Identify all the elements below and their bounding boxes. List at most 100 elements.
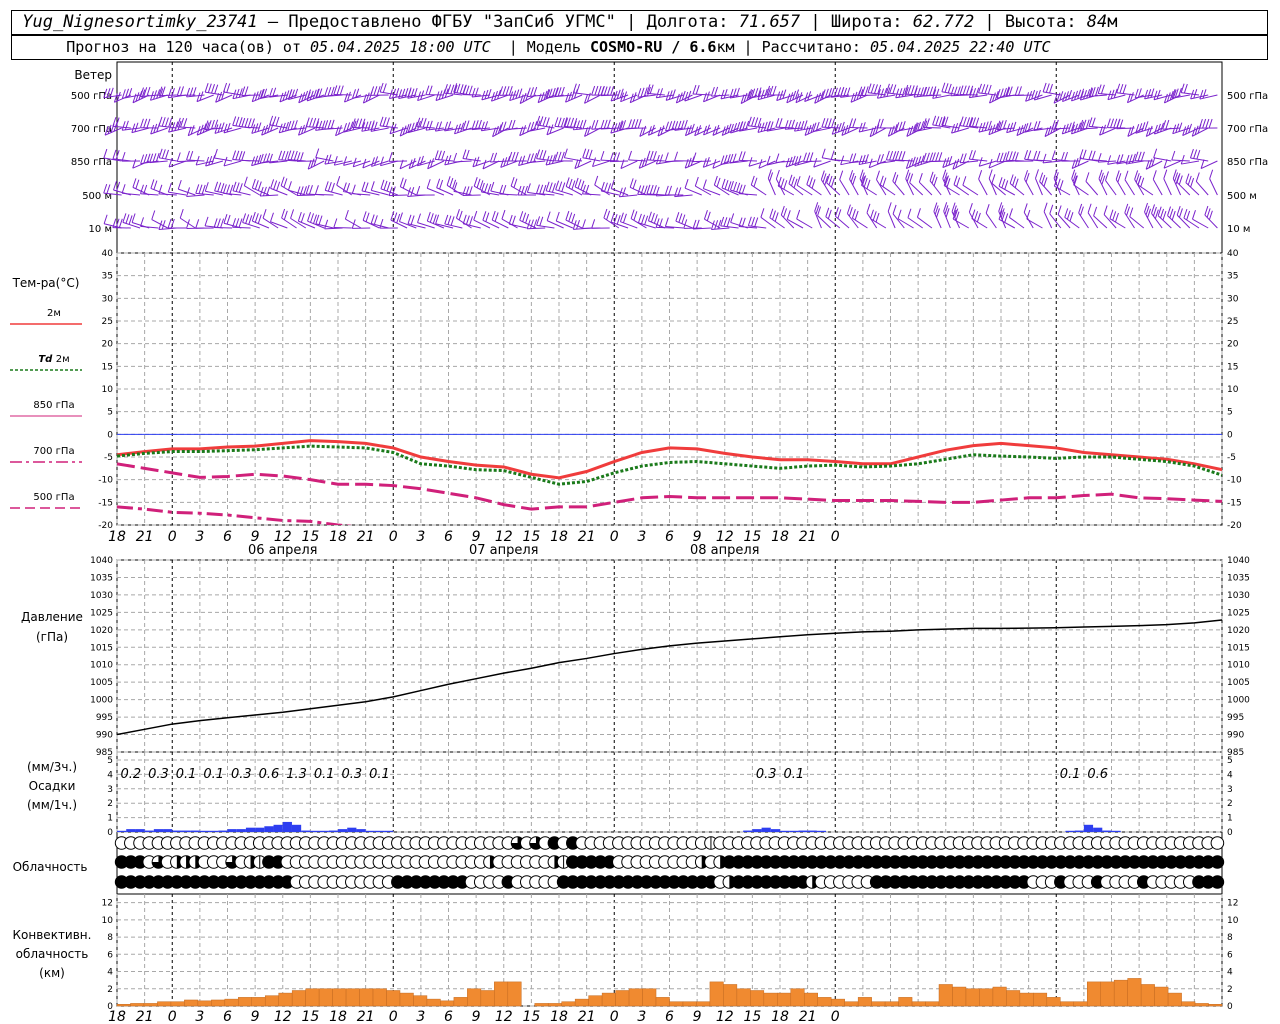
wind-barb xyxy=(435,94,454,101)
wind-barb-feather xyxy=(161,220,166,230)
wind-barb-feather xyxy=(290,150,295,160)
wind-barb-feather xyxy=(649,150,654,161)
precip-3h-sum: 0.1 xyxy=(203,767,224,782)
wind-barb-feather xyxy=(766,87,771,98)
wind-barb-feather xyxy=(167,182,172,193)
wind-barb-feather xyxy=(502,86,507,96)
wind-barb-feather xyxy=(107,124,112,135)
precip-bar xyxy=(144,830,154,832)
wind-barb-feather xyxy=(522,125,527,135)
wind-barb-feather xyxy=(597,85,602,96)
wind-barb-feather xyxy=(660,125,665,135)
wind-barb-feather xyxy=(1004,213,1009,223)
conv-bar xyxy=(736,988,751,1007)
header-sep: | xyxy=(734,38,762,56)
conv-bar xyxy=(116,1004,131,1007)
wind-barb xyxy=(831,159,850,162)
wind-barb-feather xyxy=(692,84,697,95)
wind-barb xyxy=(288,189,306,196)
wind-barb-feather xyxy=(866,179,871,190)
precip-title: Осадки xyxy=(29,779,76,793)
wind-barb-feather xyxy=(726,217,731,227)
wind-barb-feather xyxy=(1116,83,1121,93)
wind-barb-feather xyxy=(600,150,605,161)
wind-barb xyxy=(223,192,242,196)
wind-barb xyxy=(1034,94,1052,101)
wind-barb-feather xyxy=(996,88,1001,99)
wind-barb-feather xyxy=(1178,208,1183,218)
temp-tick-right: 35 xyxy=(1227,272,1238,282)
wind-barb-feather xyxy=(741,184,746,195)
wind-barb xyxy=(897,218,914,229)
pressure-tick-right: 1000 xyxy=(1227,696,1250,706)
wind-barb xyxy=(168,127,187,133)
wind-barb-feather xyxy=(526,219,531,229)
conv-bar xyxy=(911,1001,926,1007)
wind-barb-feather xyxy=(1183,83,1188,94)
wind-barb-feather xyxy=(490,92,495,102)
wind-barb-feather xyxy=(962,176,967,186)
wind-barb-feather xyxy=(911,156,916,166)
precip-bar xyxy=(807,830,817,832)
wind-barb-feather xyxy=(456,83,461,93)
wind-barb-feather xyxy=(1180,154,1185,165)
wind-barb-feather xyxy=(760,122,765,132)
wind-barb-feather xyxy=(489,152,494,163)
wind-barb-feather xyxy=(510,176,515,187)
wind-barb-feather xyxy=(646,84,651,94)
model-unit: км xyxy=(716,38,735,56)
wind-barb-feather xyxy=(959,85,964,95)
wind-barb-feather xyxy=(1152,170,1157,180)
precip-bar xyxy=(282,821,292,832)
wind-barb-feather xyxy=(727,123,732,133)
x-tick-label-mid: 12 xyxy=(495,529,513,545)
wind-barb-feather xyxy=(1134,151,1139,161)
wind-barb-feather xyxy=(176,86,181,96)
wind-barb-feather xyxy=(824,175,829,186)
wind-barb-feather xyxy=(251,156,256,166)
x-tick-label-bottom: 6 xyxy=(665,1009,674,1024)
wind-barb-feather xyxy=(339,85,344,95)
wind-barb-feather xyxy=(591,85,596,96)
wind-barb xyxy=(140,225,159,229)
wind-barb-feather xyxy=(775,169,780,180)
wind-barb-feather xyxy=(262,186,267,197)
wind-barb-feather xyxy=(202,123,207,133)
wind-barb-feather xyxy=(343,156,348,166)
wind-barb-feather xyxy=(715,124,720,135)
wind-barb xyxy=(738,159,757,162)
wind-barb-feather xyxy=(576,120,581,130)
conv-tick-left: 10 xyxy=(102,916,114,926)
x-tick-label-mid: 18 xyxy=(550,529,568,545)
temp-tick-right: 30 xyxy=(1227,294,1239,304)
wind-barb xyxy=(179,217,196,229)
wind-barb-feather xyxy=(852,153,857,163)
wind-barb-feather xyxy=(1188,123,1193,134)
wind-barb-feather xyxy=(383,180,388,191)
wind-level-label-right: 500 м xyxy=(1227,191,1257,202)
wind-barb-feather xyxy=(257,214,262,224)
wind-barb-feather xyxy=(864,154,869,164)
wind-barb-feather xyxy=(743,92,748,103)
wind-barb xyxy=(676,94,693,104)
wind-barb-feather xyxy=(729,153,734,164)
wind-barb xyxy=(1183,217,1200,229)
lat-value: 62.772 xyxy=(912,12,975,32)
wind-barb xyxy=(906,127,923,137)
wind-barb-feather xyxy=(1113,118,1118,128)
wind-barb-feather xyxy=(646,86,651,97)
wind-barb xyxy=(886,159,905,162)
x-tick-label-mid: 3 xyxy=(416,529,425,545)
wind-barb xyxy=(692,227,711,230)
precip-bar xyxy=(236,829,246,832)
wind-barb-feather xyxy=(1163,93,1168,104)
precip-3h-sum: 0.6 xyxy=(259,767,280,782)
wind-barb-feather xyxy=(943,202,948,212)
wind-barb xyxy=(988,178,997,196)
cloud-symbol xyxy=(151,855,166,869)
wind-barb-feather xyxy=(901,151,906,161)
x-tick-label-mid: 0 xyxy=(831,529,840,545)
wind-barb-feather xyxy=(1196,149,1201,160)
wind-barb-feather xyxy=(839,88,844,98)
wind-barb-feather xyxy=(232,150,237,160)
